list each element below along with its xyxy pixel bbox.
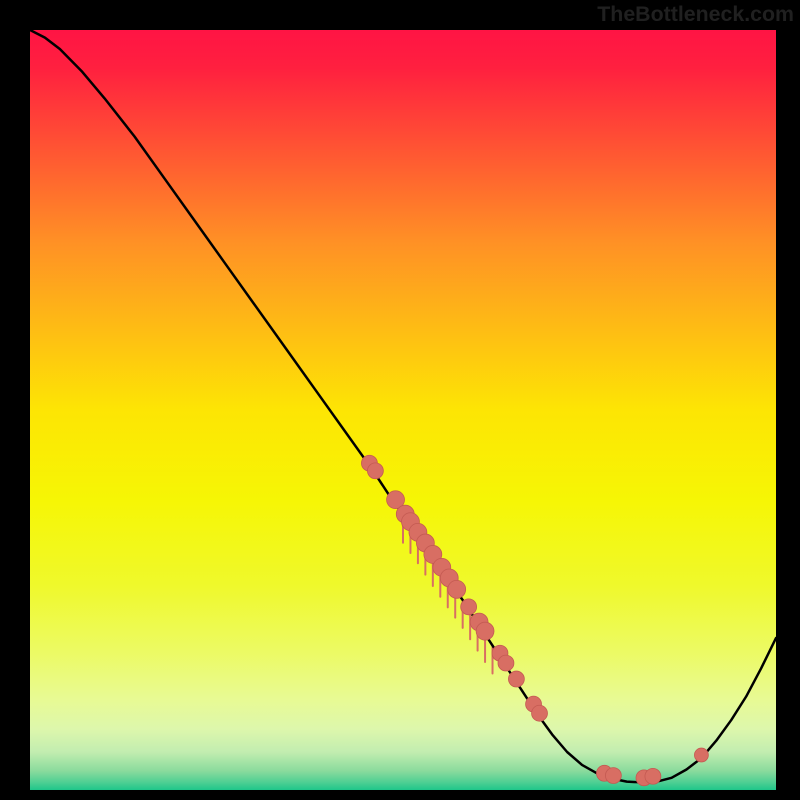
data-marker	[498, 655, 514, 671]
attribution-text: TheBottleneck.com	[597, 2, 794, 27]
data-marker	[448, 580, 466, 598]
data-marker	[461, 599, 477, 615]
data-marker	[532, 705, 548, 721]
plot-area	[28, 28, 778, 792]
data-marker	[367, 463, 383, 479]
data-marker	[645, 768, 661, 784]
chart-frame: TheBottleneck.com	[0, 0, 800, 800]
chart-svg	[30, 30, 776, 790]
gradient-background	[30, 30, 776, 790]
data-marker	[476, 622, 494, 640]
data-marker	[508, 671, 524, 687]
data-marker	[605, 768, 621, 784]
data-marker	[694, 748, 708, 762]
